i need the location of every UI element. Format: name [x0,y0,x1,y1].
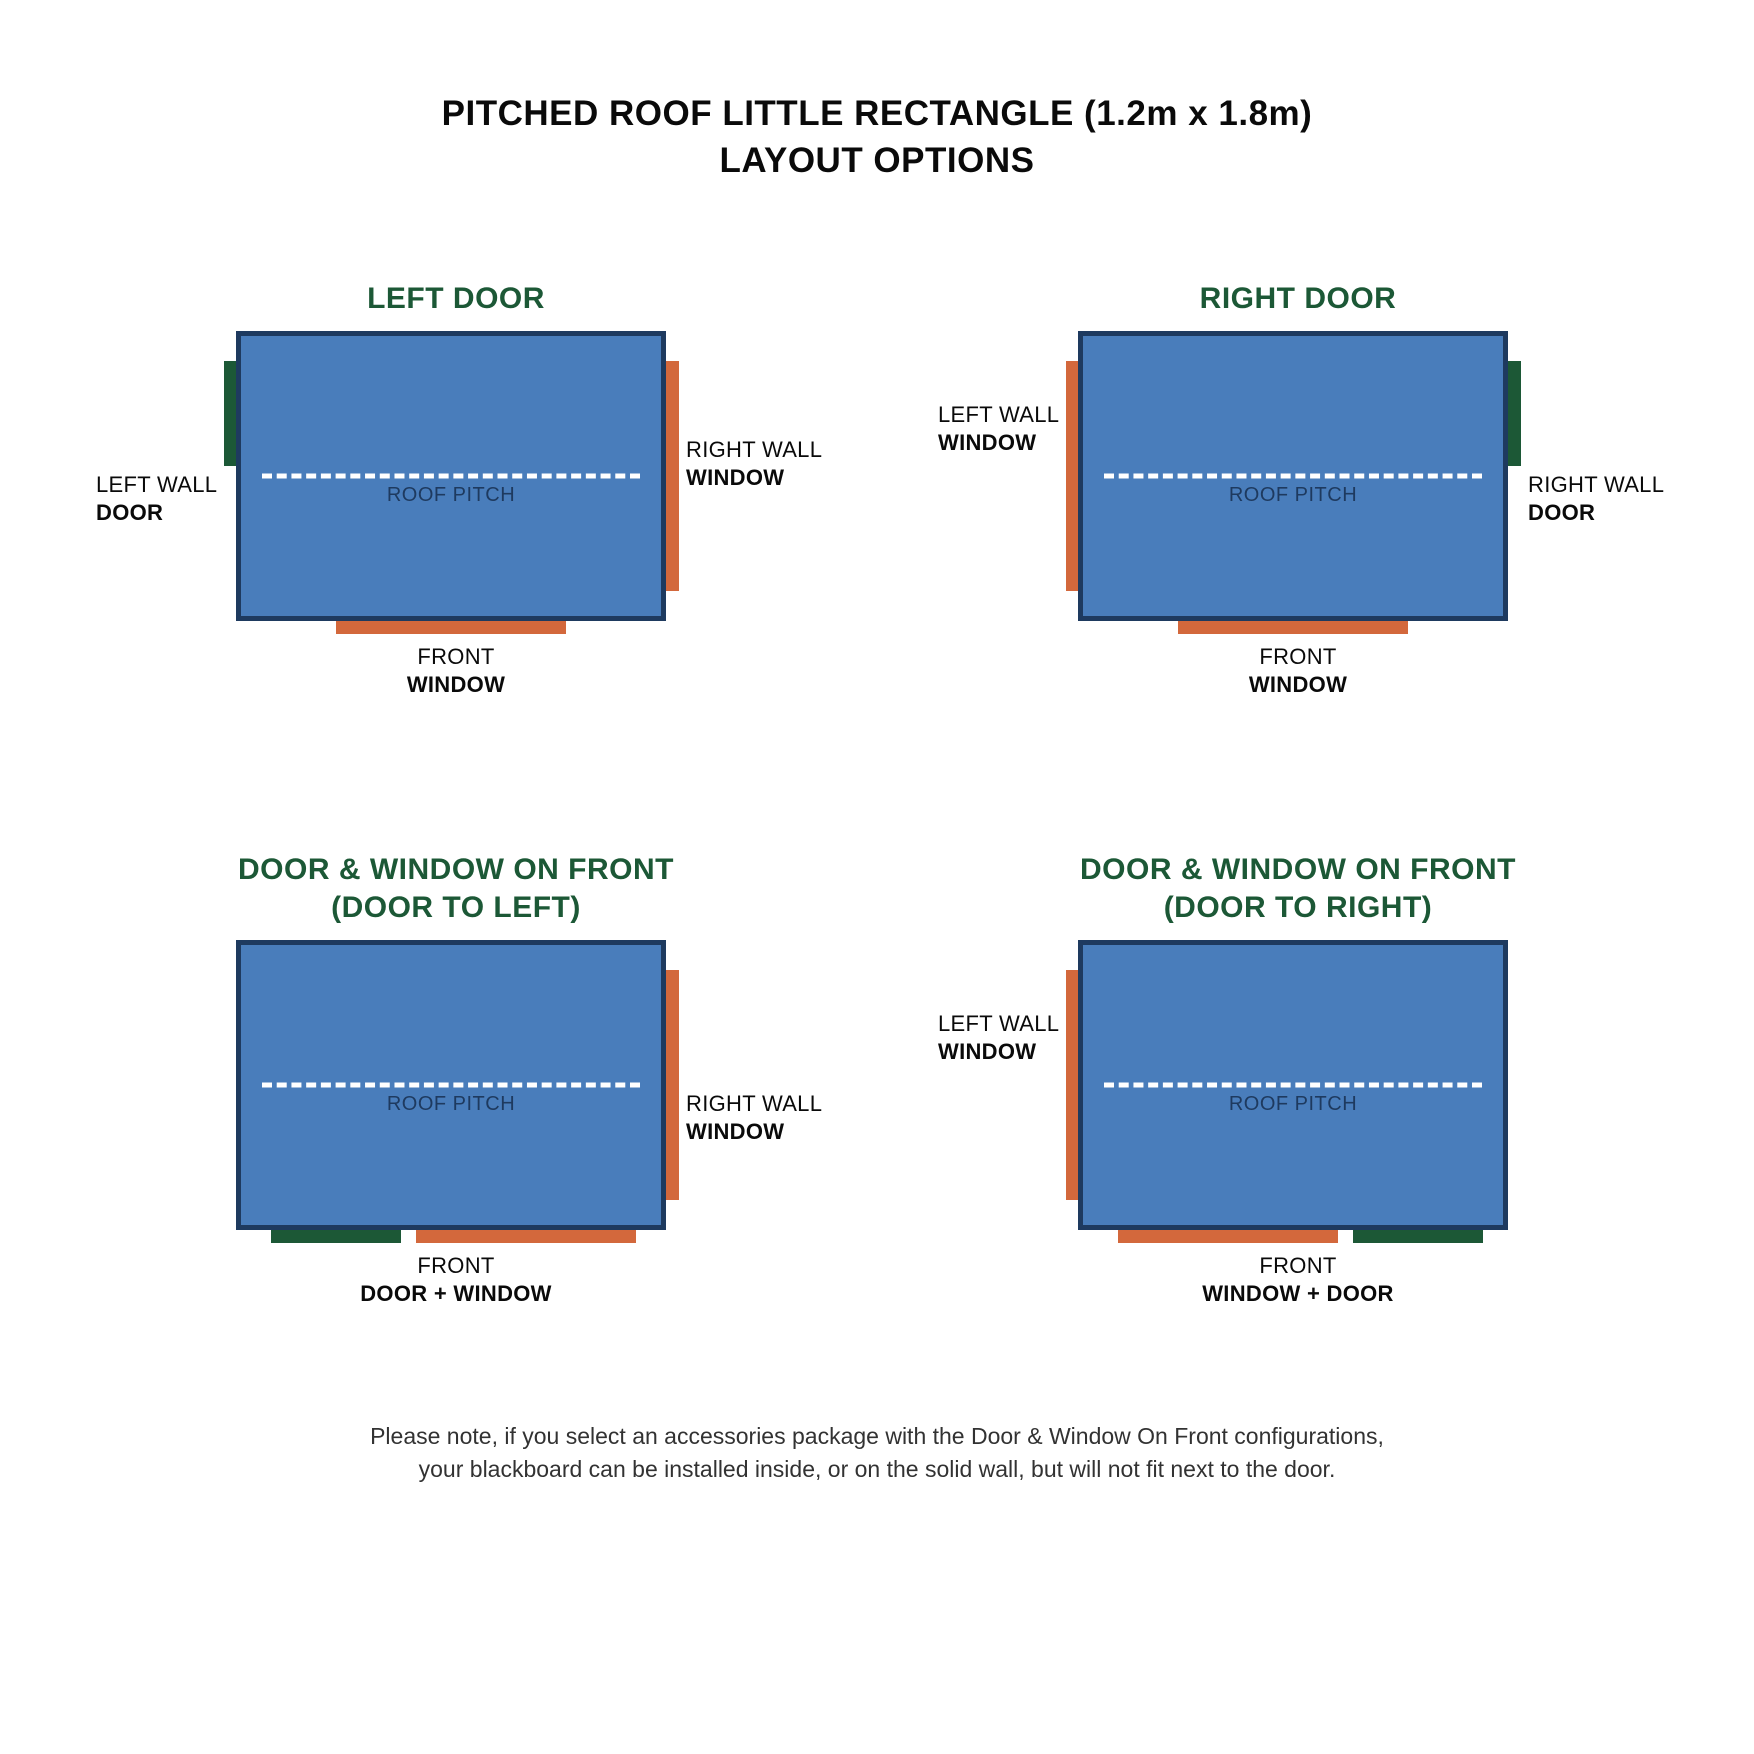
window-block [664,361,679,591]
layout-panel: RIGHT DOOR ROOF PITCH LEFT WALLWINDOW RIGHT… [928,280,1668,702]
layout-diagram: ROOF PITCH LEFT WALLWINDOW RIGHT WALLDOOR F… [928,331,1668,701]
layout-panel: DOOR & WINDOW ON FRONT(DOOR TO LEFT) ROOF… [86,851,826,1310]
label-front: FRONTDOOR + WINDOW [86,1252,826,1307]
layout-title: DOOR & WINDOW ON FRONT(DOOR TO LEFT) [238,851,674,926]
layout-title: DOOR & WINDOW ON FRONT(DOOR TO RIGHT) [1080,851,1516,926]
roof: ROOF PITCH [236,331,666,621]
title-line-2: LAYOUT OPTIONS [720,141,1035,180]
roof-pitch-label: ROOF PITCH [1083,484,1503,507]
window-block [336,619,566,634]
label-left: LEFT WALLWINDOW [938,1010,1059,1065]
roof-pitch-label: ROOF PITCH [241,484,661,507]
window-block [1118,1228,1338,1243]
layout-diagram: ROOF PITCH LEFT WALLDOOR RIGHT WALLWINDOW F… [86,331,826,701]
window-block [416,1228,636,1243]
layout-panel: LEFT DOOR ROOF PITCH LEFT WALLDOOR RIGHT WA… [86,280,826,702]
layout-diagram: ROOF PITCH LEFT WALLWINDOW FRONTWINDOW + D… [928,940,1668,1310]
label-front: FRONTWINDOW + DOOR [928,1252,1668,1307]
door-block [1353,1228,1483,1243]
window-block [664,970,679,1200]
title-line-1: PITCHED ROOF LITTLE RECTANGLE (1.2m x 1.… [442,94,1313,133]
layout-title: RIGHT DOOR [1200,280,1397,318]
layout-diagram: ROOF PITCH RIGHT WALLWINDOW FRONTDOOR + WI… [86,940,826,1310]
footnote: Please note, if you select an accessorie… [70,1420,1684,1487]
layout-panel: DOOR & WINDOW ON FRONT(DOOR TO RIGHT) ROO… [928,851,1668,1310]
label-right: RIGHT WALLDOOR [1528,471,1664,526]
label-left: LEFT WALLWINDOW [938,401,1059,456]
roof-pitch-line [1104,474,1482,479]
layout-title: LEFT DOOR [367,280,545,318]
label-left: LEFT WALLDOOR [96,471,217,526]
layout-grid: LEFT DOOR ROOF PITCH LEFT WALLDOOR RIGHT WA… [70,280,1684,1311]
door-block [1506,361,1521,466]
footnote-line-2: your blackboard can be installed inside,… [419,1456,1336,1482]
roof-pitch-line [262,1083,640,1088]
label-right: RIGHT WALLWINDOW [686,1090,822,1145]
roof-pitch-label: ROOF PITCH [241,1093,661,1116]
label-front: FRONTWINDOW [86,643,826,698]
roof-pitch-line [1104,1083,1482,1088]
roof-pitch-line [262,474,640,479]
label-right: RIGHT WALLWINDOW [686,436,822,491]
window-block [1178,619,1408,634]
roof: ROOF PITCH [1078,940,1508,1230]
roof-pitch-label: ROOF PITCH [1083,1093,1503,1116]
label-front: FRONTWINDOW [928,643,1668,698]
roof: ROOF PITCH [1078,331,1508,621]
footnote-line-1: Please note, if you select an accessorie… [370,1423,1384,1449]
page-title: PITCHED ROOF LITTLE RECTANGLE (1.2m x 1.… [70,90,1684,185]
roof: ROOF PITCH [236,940,666,1230]
door-block [271,1228,401,1243]
